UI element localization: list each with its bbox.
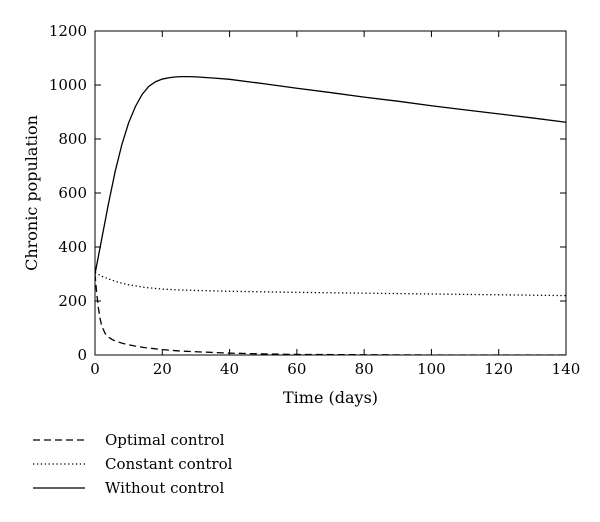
x-tick-label: 0 xyxy=(90,360,100,378)
y-tick-label: 400 xyxy=(58,238,87,256)
x-tick-label: 60 xyxy=(287,360,306,378)
x-axis-title: Time (days) xyxy=(283,388,378,407)
x-tick-label: 100 xyxy=(417,360,446,378)
y-tick-label: 200 xyxy=(58,292,87,310)
y-axis-title: Chronic population xyxy=(22,115,41,271)
legend-label: Without control xyxy=(105,479,224,497)
x-axis-ticks: 0 20 40 60 80 100 120 140 xyxy=(90,31,580,378)
plot-area xyxy=(94,30,567,356)
y-tick-label: 600 xyxy=(58,184,87,202)
y-axis-ticks: 0 200 400 600 800 1000 1200 xyxy=(49,22,566,364)
y-tick-label: 1000 xyxy=(49,76,87,94)
legend-label: Constant control xyxy=(105,455,233,473)
x-tick-label: 20 xyxy=(153,360,172,378)
legend: Optimal control Constant control Without c… xyxy=(33,431,233,497)
x-tick-label: 40 xyxy=(220,360,239,378)
series-line-constant-control xyxy=(95,272,566,297)
legend-label: Optimal control xyxy=(105,431,225,449)
y-tick-label: 800 xyxy=(58,130,87,148)
x-tick-label: 140 xyxy=(552,360,581,378)
x-tick-label: 120 xyxy=(484,360,513,378)
series-line-without-control xyxy=(95,75,566,275)
plot-frame xyxy=(94,30,567,356)
series-line-optimal-control xyxy=(95,273,566,355)
y-tick-label: 0 xyxy=(77,346,87,364)
x-tick-label: 80 xyxy=(355,360,374,378)
y-tick-label: 1200 xyxy=(49,22,87,40)
